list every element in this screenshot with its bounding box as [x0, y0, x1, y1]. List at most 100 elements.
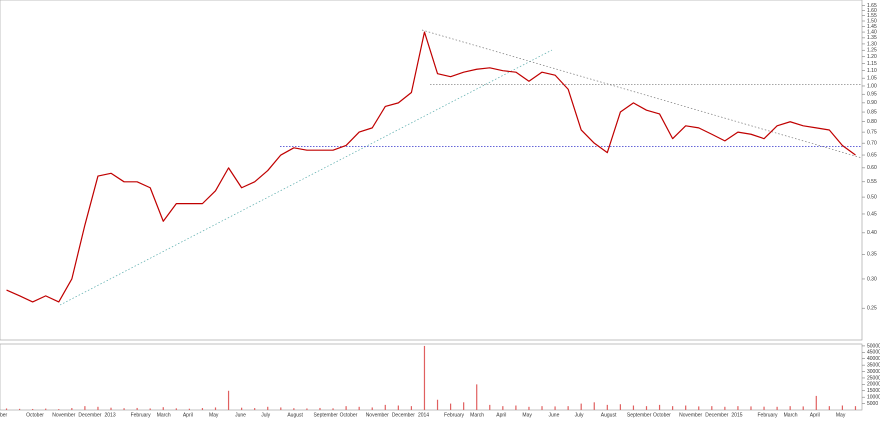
- x-tick-label: February: [444, 412, 465, 418]
- volume-bar: [528, 406, 530, 410]
- volume-bar: [84, 406, 86, 410]
- volume-bar: [267, 406, 269, 410]
- volume-bar: [515, 405, 517, 410]
- y-tick-label: 1.65: [867, 3, 877, 9]
- volume-bar: [293, 408, 295, 410]
- y-tick-label: 0.75: [867, 129, 877, 135]
- volume-bar: [5, 408, 8, 410]
- volume-bar: [254, 408, 256, 410]
- y-tick-label: 0.65: [867, 152, 877, 158]
- volume-bar: [306, 408, 308, 410]
- y-tick-label: 0.85: [867, 109, 877, 115]
- volume-bar: [463, 402, 465, 410]
- volume-bar: [449, 403, 452, 410]
- volume-bar: [789, 406, 791, 410]
- volume-bar: [18, 408, 21, 410]
- volume-bar: [854, 406, 857, 410]
- x-tick-label: December: [392, 412, 415, 418]
- y-tick-label: 0.35: [867, 252, 877, 258]
- y-tick-label: 35000: [867, 362, 880, 368]
- volume-bar: [672, 406, 674, 410]
- y-tick-label: 0.25: [867, 306, 877, 312]
- volume-bar: [815, 395, 817, 410]
- x-tick-label: ber: [0, 412, 8, 418]
- volume-bar: [724, 406, 726, 410]
- volume-bar: [123, 408, 125, 410]
- volume-bar: [502, 406, 504, 410]
- volume-bar: [280, 407, 282, 410]
- volume-bar: [175, 408, 177, 410]
- volume-bar: [110, 407, 112, 410]
- trend-line: [59, 49, 553, 306]
- y-tick-label: 0.90: [867, 100, 877, 106]
- y-tick-label: 5000: [867, 401, 878, 407]
- volume-bar: [410, 406, 413, 410]
- price-line: [6, 31, 856, 303]
- volume-bar: [136, 407, 138, 410]
- volume-bar: [423, 345, 426, 410]
- volume-bar: [776, 406, 778, 410]
- x-tick-label: September: [313, 412, 338, 418]
- x-tick-label: July: [575, 412, 584, 418]
- volume-bar: [345, 406, 347, 410]
- x-tick-label: December: [78, 412, 101, 418]
- x-tick-label: April: [496, 412, 506, 418]
- x-tick-label: May: [209, 412, 219, 418]
- y-tick-label: 0.80: [867, 119, 877, 125]
- y-tick-label: 0.70: [867, 140, 877, 146]
- volume-bar: [214, 407, 217, 410]
- y-tick-label: 0.50: [867, 194, 877, 200]
- y-tick-label: 45000: [867, 350, 880, 356]
- x-tick-label: October: [340, 412, 358, 418]
- volume-bar: [32, 408, 34, 410]
- volume-bar: [436, 399, 439, 410]
- volume-bar: [319, 407, 321, 410]
- y-tick-label: 1.25: [867, 48, 877, 54]
- x-tick-label: May: [836, 412, 846, 418]
- y-tick-label: 1.05: [867, 75, 877, 81]
- x-tick-label: August: [601, 412, 617, 418]
- volume-bar: [828, 406, 830, 410]
- volume-bar: [632, 405, 635, 410]
- x-tick-label: December: [705, 412, 728, 418]
- volume-bar: [541, 406, 543, 410]
- volume-bar: [371, 407, 373, 410]
- volume-frame: [0, 343, 863, 411]
- x-tick-label: June: [549, 412, 560, 418]
- volume-bar: [645, 406, 648, 410]
- volume-bar: [567, 406, 569, 410]
- volume-bar: [802, 406, 804, 410]
- x-tick-label: September: [627, 412, 652, 418]
- x-tick-label: 2015: [731, 412, 742, 418]
- volume-bar: [554, 406, 556, 410]
- x-tick-label: March: [157, 412, 171, 418]
- x-tick-label: May: [522, 412, 532, 418]
- y-tick-label: 25000: [867, 375, 880, 381]
- y-tick-label: 1.45: [867, 24, 877, 30]
- y-tick-label: 0.45: [867, 211, 877, 217]
- volume-bar: [241, 407, 243, 410]
- y-tick-label: 1.30: [867, 41, 877, 47]
- y-tick-label: 1.20: [867, 54, 877, 60]
- volume-bar: [489, 404, 491, 410]
- y-tick-label: 50000: [867, 343, 880, 349]
- x-tick-label: March: [784, 412, 798, 418]
- x-tick-label: 2014: [418, 412, 429, 418]
- y-tick-label: 0.60: [867, 165, 877, 171]
- y-tick-label: 1.10: [867, 68, 877, 74]
- volume-bar: [45, 408, 47, 410]
- x-tick-label: June: [235, 412, 246, 418]
- trend-line: [421, 29, 863, 159]
- volume-bar: [698, 406, 700, 410]
- volume-bar: [619, 404, 621, 410]
- y-tick-label: 1.55: [867, 13, 877, 19]
- y-tick-label: 15000: [867, 388, 880, 394]
- x-tick-label: March: [470, 412, 484, 418]
- x-tick-label: February: [758, 412, 779, 418]
- y-tick-label: 10000: [867, 395, 880, 401]
- volume-bar: [397, 405, 399, 410]
- volume-bar: [580, 403, 582, 410]
- x-tick-label: November: [366, 412, 389, 418]
- volume-bar: [149, 408, 151, 410]
- y-tick-label: 1.35: [867, 35, 877, 41]
